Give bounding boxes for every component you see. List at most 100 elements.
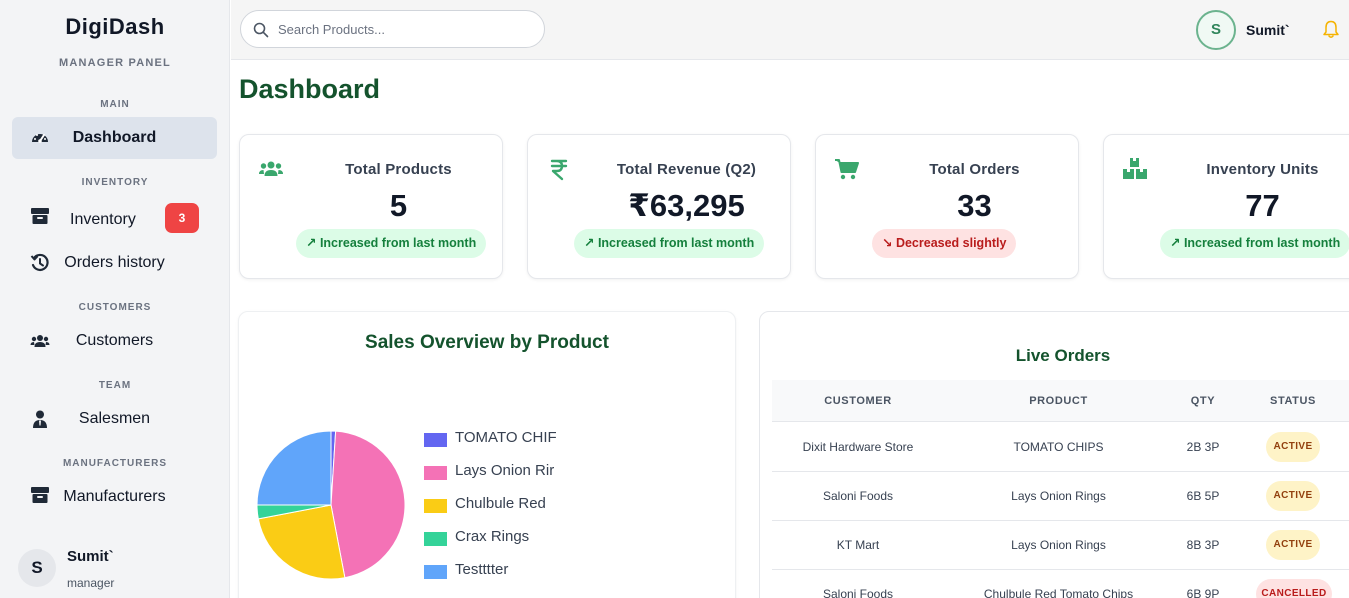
legend-label: TOMATO CHIF xyxy=(455,429,556,446)
inventory-count-badge: 3 xyxy=(165,203,199,233)
cell-qty: 6B 5P xyxy=(1186,489,1220,503)
sidebar-item-label: Dashboard xyxy=(72,129,157,146)
cart-icon xyxy=(835,159,859,180)
cell-product: Lays Onion Rings xyxy=(1011,538,1106,552)
cell-product: Lays Onion Rings xyxy=(1011,489,1106,503)
sidebar-item-label: Manufacturers xyxy=(63,488,166,505)
legend-item[interactable]: Lays Onion Rir xyxy=(424,461,556,494)
cell-customer: Dixit Hardware Store xyxy=(802,440,914,454)
stat-card-total-orders: Total Orders 33 ↘ Decreased slightly xyxy=(815,134,1079,279)
sidebar-item-orders-history[interactable]: Orders history xyxy=(12,242,217,284)
sidebar-item-inventory[interactable]: Inventory 3 xyxy=(12,197,217,239)
stat-card-total-revenue: Total Revenue (Q2) ₹63,295 ↗ Increased f… xyxy=(527,134,791,279)
sidebar-item-label: Customers xyxy=(75,332,154,349)
search-bar[interactable] xyxy=(240,10,545,48)
column-header-product: PRODUCT xyxy=(1029,395,1088,407)
trend-badge: ↗ Increased from last month xyxy=(296,229,487,258)
box-icon xyxy=(31,208,49,224)
table-row[interactable]: Saloni Foods Chulbule Red Tomato Chips 6… xyxy=(772,570,1349,598)
trend-badge: ↗ Increased from last month xyxy=(574,229,765,258)
avatar[interactable]: S xyxy=(18,549,56,587)
brand-subtitle: MANAGER PANEL xyxy=(59,57,171,69)
column-header-customer: CUSTOMER xyxy=(824,395,892,407)
status-badge: ACTIVE xyxy=(1266,481,1320,511)
table-row[interactable]: Dixit Hardware Store TOMATO CHIPS 2B 3P … xyxy=(772,423,1349,472)
search-icon xyxy=(253,22,269,38)
column-header-qty: QTY xyxy=(1190,395,1216,407)
sidebar: DigiDash MANAGER PANEL MAIN Dashboard IN… xyxy=(0,0,230,598)
status-badge: CANCELLED xyxy=(1256,579,1332,598)
speedometer-icon xyxy=(32,134,48,143)
section-label-manufacturers: MANUFACTURERS xyxy=(62,458,168,469)
pie-slice[interactable] xyxy=(257,504,346,580)
sales-overview-title: Sales Overview by Product xyxy=(365,332,609,353)
section-label-main: MAIN xyxy=(100,99,130,110)
top-header: S Sumit` xyxy=(231,0,1349,60)
rupee-icon xyxy=(550,159,568,181)
brand-logo: DigiDash xyxy=(65,14,165,39)
table-row[interactable]: KT Mart Lays Onion Rings 8B 3P ACTIVE xyxy=(772,521,1349,570)
sidebar-item-label: Orders history xyxy=(64,254,165,271)
legend-item[interactable]: Testttter xyxy=(424,560,556,593)
live-orders-panel: Live Orders CUSTOMER PRODUCT QTY STATUS … xyxy=(759,311,1349,598)
legend-swatch xyxy=(424,565,447,579)
boxes-icon xyxy=(1123,158,1147,179)
sidebar-item-customers[interactable]: Customers xyxy=(12,320,217,362)
stat-card-inventory-units: Inventory Units 77 ↗ Increased from last… xyxy=(1103,134,1349,279)
trend-badge: ↘ Decreased slightly xyxy=(872,229,1017,258)
legend-label: Chulbule Red xyxy=(455,495,546,512)
legend-label: Testttter xyxy=(455,561,509,578)
avatar[interactable]: S xyxy=(1196,10,1236,50)
cell-customer: KT Mart xyxy=(836,538,880,552)
users-icon xyxy=(30,335,50,347)
cell-qty: 8B 3P xyxy=(1186,538,1220,552)
users-icon xyxy=(259,161,283,176)
legend-swatch xyxy=(424,466,447,480)
cell-product: Chulbule Red Tomato Chips xyxy=(983,587,1134,598)
legend-item[interactable]: Chulbule Red xyxy=(424,494,556,527)
sidebar-item-dashboard[interactable]: Dashboard xyxy=(12,117,217,159)
section-label-customers: CUSTOMERS xyxy=(78,302,152,313)
cell-qty: 6B 9P xyxy=(1186,587,1220,598)
box-icon xyxy=(31,487,49,503)
sidebar-item-manufacturers[interactable]: Manufacturers xyxy=(12,476,217,518)
legend-item[interactable]: TOMATO CHIF xyxy=(424,428,556,461)
stat-value: 33 xyxy=(957,188,992,223)
legend-swatch xyxy=(424,499,447,513)
cell-customer: Saloni Foods xyxy=(822,587,894,598)
search-input[interactable] xyxy=(278,19,533,39)
sales-overview-panel: Sales Overview by Product TOMATO CHIF Lay… xyxy=(238,311,736,598)
trend-badge: ↗ Increased from last month xyxy=(1160,229,1349,258)
stat-value: ₹63,295 xyxy=(628,188,745,223)
chart-legend: TOMATO CHIF Lays Onion Rir Chulbule Red Cr… xyxy=(424,428,556,593)
stat-title: Total Products xyxy=(345,161,452,178)
legend-label: Crax Rings xyxy=(455,528,530,545)
sales-pie-chart[interactable] xyxy=(256,430,406,580)
stat-title: Inventory Units xyxy=(1206,161,1319,178)
status-badge: ACTIVE xyxy=(1266,432,1320,462)
bell-icon[interactable] xyxy=(1321,19,1341,39)
cell-product: TOMATO CHIPS xyxy=(1013,440,1104,454)
live-orders-title: Live Orders xyxy=(1015,346,1111,365)
stat-title: Total Orders xyxy=(929,161,1020,178)
pie-slice[interactable] xyxy=(330,430,406,579)
stat-card-total-products: Total Products 5 ↗ Increased from last m… xyxy=(239,134,503,279)
sidebar-item-salesmen[interactable]: Salesmen xyxy=(12,398,217,440)
sidebar-user-role: manager xyxy=(67,576,115,590)
user-tie-icon xyxy=(33,410,47,428)
header-user-name[interactable]: Sumit` xyxy=(1246,22,1290,38)
status-badge: ACTIVE xyxy=(1266,530,1320,560)
pie-slice[interactable] xyxy=(256,430,332,506)
sidebar-item-label: Salesmen xyxy=(78,410,151,427)
page-title: Dashboard xyxy=(239,74,381,104)
column-header-status: STATUS xyxy=(1270,395,1316,407)
table-row[interactable]: Saloni Foods Lays Onion Rings 6B 5P ACTI… xyxy=(772,472,1349,521)
cell-customer: Saloni Foods xyxy=(822,489,894,503)
legend-item[interactable]: Crax Rings xyxy=(424,527,556,560)
stat-value: 77 xyxy=(1245,188,1280,223)
section-label-team: TEAM xyxy=(98,380,132,391)
stat-value: 5 xyxy=(389,188,408,223)
table-header: CUSTOMER PRODUCT QTY STATUS xyxy=(772,380,1349,422)
history-icon xyxy=(30,253,49,272)
legend-swatch xyxy=(424,532,447,546)
